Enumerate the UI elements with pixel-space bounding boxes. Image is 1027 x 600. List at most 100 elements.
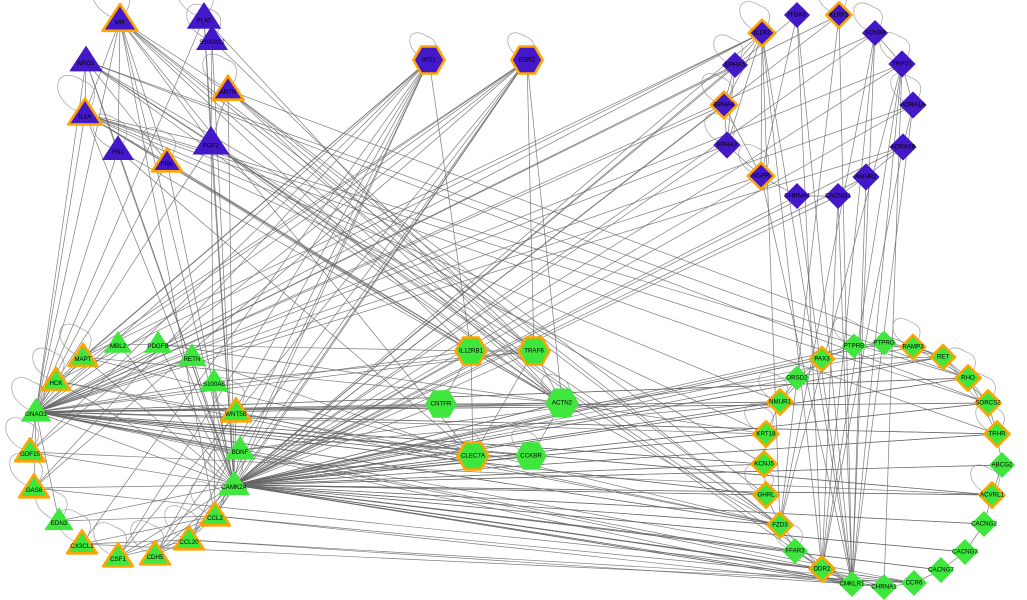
node-diamond-shape[interactable] xyxy=(974,389,1002,417)
node-hexagon-shape[interactable] xyxy=(412,45,446,75)
node-triangle-shape[interactable] xyxy=(138,540,172,566)
node-diamond-shape[interactable] xyxy=(888,50,916,78)
graph-node[interactable]: FRK xyxy=(150,147,184,173)
node-diamond-shape[interactable] xyxy=(782,538,808,564)
graph-node[interactable]: ESR2 xyxy=(510,45,544,75)
node-diamond-shape[interactable] xyxy=(871,330,897,356)
node-diamond-shape[interactable] xyxy=(952,539,978,565)
node-triangle-shape[interactable] xyxy=(13,437,47,463)
node-diamond-shape[interactable] xyxy=(750,450,778,478)
node-diamond-shape[interactable] xyxy=(852,163,880,191)
node-triangle-shape[interactable] xyxy=(224,436,256,460)
node-triangle-shape[interactable] xyxy=(211,74,245,101)
graph-node[interactable]: KCNJ5 xyxy=(750,450,778,478)
graph-node[interactable]: IRS1 xyxy=(412,45,446,75)
graph-node[interactable]: KLRF1 xyxy=(825,1,853,29)
graph-node[interactable]: CHRNA1 xyxy=(871,574,897,600)
graph-node[interactable]: S100A12 xyxy=(196,25,228,50)
graph-node[interactable]: CACNG1 xyxy=(825,183,851,209)
graph-node[interactable]: MIF xyxy=(101,2,139,33)
node-triangle-shape[interactable] xyxy=(219,397,253,423)
node-diamond-shape[interactable] xyxy=(954,364,982,392)
graph-node[interactable]: AMHR2 xyxy=(852,163,880,191)
graph-node[interactable]: PLAT xyxy=(186,2,222,29)
node-diamond-shape[interactable] xyxy=(825,183,851,209)
graph-node[interactable]: CNTFR xyxy=(425,390,457,418)
node-triangle-shape[interactable] xyxy=(104,331,132,353)
node-diamond-shape[interactable] xyxy=(929,343,957,371)
node-diamond-shape[interactable] xyxy=(713,131,741,159)
node-diamond-shape[interactable] xyxy=(746,161,776,191)
node-diamond-shape[interactable] xyxy=(752,420,780,448)
node-triangle-shape[interactable] xyxy=(186,2,222,29)
graph-node[interactable]: IL1A xyxy=(66,97,104,126)
node-triangle-shape[interactable] xyxy=(150,147,184,173)
node-diamond-shape[interactable] xyxy=(899,91,927,119)
node-triangle-shape[interactable] xyxy=(199,368,229,392)
node-diamond-shape[interactable] xyxy=(871,574,897,600)
node-diamond-shape[interactable] xyxy=(752,481,780,509)
node-triangle-shape[interactable] xyxy=(144,331,172,353)
node-triangle-shape[interactable] xyxy=(198,501,232,527)
node-diamond-shape[interactable] xyxy=(989,452,1015,478)
node-triangle-shape[interactable] xyxy=(102,135,134,160)
graph-node[interactable]: CCR6 xyxy=(901,570,927,596)
graph-node[interactable]: ARTN xyxy=(211,74,245,101)
graph-node[interactable]: ITGA5 xyxy=(784,2,810,28)
node-hexagon-shape[interactable] xyxy=(510,45,544,75)
node-hexagon-shape[interactable] xyxy=(517,336,551,366)
graph-node[interactable]: RHO xyxy=(954,364,982,392)
graph-node[interactable]: KRT18 xyxy=(752,420,780,448)
node-triangle-shape[interactable] xyxy=(65,529,99,555)
graph-node[interactable]: GHRL xyxy=(752,481,780,509)
graph-node[interactable]: S100A8 xyxy=(199,368,229,392)
graph-node[interactable]: CACNG2 xyxy=(971,511,997,537)
node-triangle-shape[interactable] xyxy=(20,398,52,422)
node-diamond-shape[interactable] xyxy=(889,133,917,161)
graph-node[interactable]: TRPV1 xyxy=(888,50,916,78)
node-diamond-shape[interactable] xyxy=(808,345,836,373)
graph-node[interactable]: NRG1 xyxy=(69,45,103,72)
node-triangle-shape[interactable] xyxy=(40,366,72,392)
node-triangle-shape[interactable] xyxy=(177,343,207,367)
node-diamond-shape[interactable] xyxy=(825,1,853,29)
node-diamond-shape[interactable] xyxy=(784,365,810,391)
node-diamond-shape[interactable] xyxy=(978,481,1006,509)
node-diamond-shape[interactable] xyxy=(971,511,997,537)
node-triangle-shape[interactable] xyxy=(101,542,135,568)
node-diamond-shape[interactable] xyxy=(722,52,748,78)
node-diamond-shape[interactable] xyxy=(784,2,810,28)
graph-node[interactable]: FFAR3 xyxy=(782,538,808,564)
graph-node[interactable]: TRHR xyxy=(983,420,1011,448)
graph-node[interactable]: CDH5 xyxy=(138,540,172,566)
graph-node[interactable]: ADRA1B xyxy=(889,133,917,161)
node-triangle-shape[interactable] xyxy=(172,525,206,551)
graph-node[interactable]: IL12RB1 xyxy=(454,336,488,366)
graph-node[interactable]: EPHA3 xyxy=(713,131,741,159)
graph-node[interactable]: CACNG7 xyxy=(928,557,954,583)
graph-node[interactable]: GAS6 xyxy=(17,473,51,499)
node-hexagon-shape[interactable] xyxy=(454,336,488,366)
node-hexagon-shape[interactable] xyxy=(425,390,457,418)
node-diamond-shape[interactable] xyxy=(839,571,865,597)
graph-node[interactable]: CACNG3 xyxy=(952,539,978,565)
node-diamond-shape[interactable] xyxy=(841,333,867,359)
node-triangle-shape[interactable] xyxy=(67,342,99,368)
graph-node[interactable]: ACVRL1 xyxy=(978,481,1006,509)
node-triangle-shape[interactable] xyxy=(101,2,139,33)
node-diamond-shape[interactable] xyxy=(899,333,927,361)
node-triangle-shape[interactable] xyxy=(44,507,74,531)
node-triangle-shape[interactable] xyxy=(17,473,51,499)
node-diamond-shape[interactable] xyxy=(983,420,1011,448)
node-hexagon-shape[interactable] xyxy=(515,442,547,470)
node-diamond-shape[interactable] xyxy=(709,90,739,120)
node-diamond-shape[interactable] xyxy=(808,555,836,583)
node-triangle-shape[interactable] xyxy=(66,97,104,126)
graph-node[interactable]: TRAF6 xyxy=(517,336,551,366)
node-diamond-shape[interactable] xyxy=(784,183,810,209)
graph-node[interactable]: SCN3B xyxy=(862,20,888,46)
node-diamond-shape[interactable] xyxy=(901,570,927,596)
node-triangle-shape[interactable] xyxy=(196,25,228,50)
